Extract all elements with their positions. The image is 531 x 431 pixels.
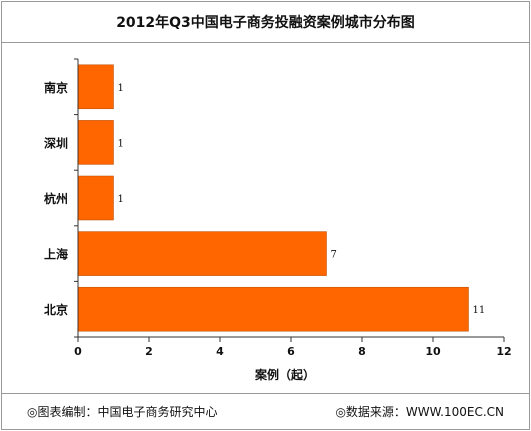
category-label: 深圳 — [44, 135, 68, 150]
x-tick-label: 0 — [74, 345, 82, 358]
x-tick-label: 8 — [358, 345, 366, 358]
title-band: 2012年Q3中国电子商务投融资案例城市分布图 — [2, 2, 529, 43]
bar-5 — [78, 286, 469, 332]
footer-source-left: ◎图表编制：中国电子商务研究中心 — [27, 405, 218, 419]
data-label: 11 — [473, 305, 486, 316]
bar-4 — [78, 231, 327, 276]
x-tick-label: 2 — [145, 345, 153, 358]
footer-source-right: ◎数据来源：WWW.100EC.CN — [335, 405, 504, 419]
x-tick-label: 4 — [216, 345, 224, 358]
data-label: 1 — [118, 83, 124, 94]
data-label: 1 — [118, 138, 124, 149]
category-label: 北京 — [44, 302, 68, 317]
data-label: 1 — [118, 194, 124, 205]
category-label: 杭州 — [44, 191, 68, 206]
bar-2 — [78, 120, 114, 165]
chart-area: 0 2 4 6 8 10 12 1 南京 1 深圳 1 杭州 7 上海 11 北京案例（起） — [2, 43, 529, 393]
bar-1 — [78, 64, 114, 110]
chart-title: 2012年Q3中国电子商务投融资案例城市分布图 — [116, 15, 415, 31]
x-tick-label: 10 — [425, 345, 441, 358]
data-label: 7 — [331, 250, 337, 261]
category-label: 南京 — [44, 80, 68, 95]
x-tick-label: 12 — [496, 345, 511, 358]
x-axis-title: 案例（起） — [254, 367, 315, 382]
x-tick-label: 6 — [287, 345, 295, 358]
category-label: 上海 — [44, 247, 68, 262]
footer: ◎图表编制：中国电子商务研究中心 ◎数据来源：WWW.100EC.CN — [2, 393, 529, 429]
bar-3 — [78, 175, 114, 221]
